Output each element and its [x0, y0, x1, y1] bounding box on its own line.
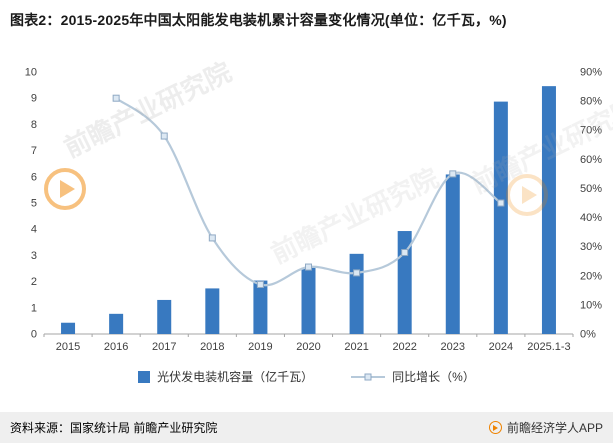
x-axis-label: 2023 — [441, 341, 465, 353]
y-axis-left-tick: 6 — [31, 171, 37, 183]
x-axis-label: 2025.1-3 — [527, 341, 570, 353]
bar-2021 — [349, 253, 364, 334]
chart-area: 前瞻产业研究院 前瞻产业研究院 前瞻产业研究院 0 1 2 3 4 5 6 7 8 9 10 0% 10… — [8, 56, 613, 356]
bar-2020 — [301, 267, 316, 334]
legend: 光伏发电装机容量（亿千瓦） 同比增长（%） — [0, 368, 613, 385]
legend-item-growth: 同比增长（%） — [351, 368, 475, 385]
y-axis-left-tick: 3 — [31, 250, 37, 262]
legend-line-label: 同比增长（%） — [392, 370, 475, 384]
legend-line-marker — [364, 373, 372, 380]
growth-line — [115, 97, 502, 287]
growth-marker — [449, 170, 457, 178]
chart-canvas: 0 1 2 3 4 5 6 7 8 9 10 0% 10% 20% 30% 40% 50% 60% 70% 80% 90… — [25, 67, 602, 354]
x-axis-label: 2019 — [248, 341, 272, 353]
growth-marker — [208, 234, 216, 242]
y-axis-left-tick: 1 — [31, 302, 37, 314]
source-text: 资料来源：国家统计局 前瞻产业研究院 — [10, 421, 218, 435]
growth-marker — [112, 94, 120, 102]
y-axis-right-tick: 20% — [580, 270, 602, 282]
bar-2015 — [61, 322, 76, 334]
legend-bar-label: 光伏发电装机容量（亿千瓦） — [157, 370, 314, 384]
x-axis-label: 2016 — [104, 341, 128, 353]
y-axis-left-tick: 2 — [31, 276, 37, 288]
qianzhan-logo-icon — [488, 421, 502, 434]
bar-2023 — [445, 174, 460, 334]
bar-2019 — [253, 280, 268, 334]
growth-marker — [256, 281, 264, 289]
y-axis-right-tick: 0% — [580, 329, 596, 341]
y-axis-right-tick: 60% — [580, 154, 602, 166]
bar-2025.1-3 — [541, 86, 556, 334]
y-axis-right-tick: 30% — [580, 241, 602, 253]
y-axis-right-tick: 40% — [580, 212, 602, 224]
bar-2016 — [109, 313, 124, 334]
x-axis-label: 2024 — [489, 341, 513, 353]
x-axis-label: 2021 — [344, 341, 368, 353]
growth-marker — [160, 132, 168, 140]
legend-bar-swatch — [138, 370, 151, 383]
x-axis-label: 2020 — [296, 341, 320, 353]
footer-bar: 资料来源：国家统计局 前瞻产业研究院 前瞻经济学人APP — [0, 412, 613, 443]
bar-2024 — [493, 101, 508, 334]
x-axis-label: 2017 — [152, 341, 176, 353]
growth-marker — [353, 269, 361, 277]
y-axis-left-tick: 9 — [31, 93, 37, 105]
x-axis-label: 2015 — [56, 341, 80, 353]
y-axis-right-tick: 80% — [580, 96, 602, 108]
growth-marker — [497, 199, 505, 207]
bar-2017 — [157, 299, 172, 334]
y-axis-right-tick: 10% — [580, 299, 602, 311]
x-axis-label: 2022 — [392, 341, 416, 353]
y-axis-left-tick: 4 — [31, 224, 37, 236]
y-axis-right-tick: 70% — [580, 125, 602, 137]
y-axis-right-tick: 50% — [580, 183, 602, 195]
brand: 前瞻经济学人APP — [488, 419, 603, 436]
brand-text: 前瞻经济学人APP — [506, 421, 603, 435]
y-axis-left-tick: 7 — [31, 145, 37, 157]
y-axis-left-tick: 0 — [31, 329, 37, 341]
growth-marker — [401, 248, 409, 256]
chart-title: 图表2：2015-2025年中国太阳能发电装机累计容量变化情况(单位：亿千瓦，%… — [10, 12, 507, 28]
legend-line-swatch — [351, 373, 386, 380]
y-axis-right-tick: 90% — [580, 67, 602, 79]
y-axis-left-tick: 5 — [31, 198, 37, 210]
growth-marker — [305, 263, 312, 271]
x-axis-label: 2018 — [200, 341, 224, 353]
legend-item-capacity: 光伏发电装机容量（亿千瓦） — [138, 368, 313, 385]
y-axis-left-tick: 10 — [25, 67, 37, 79]
bar-2018 — [205, 288, 220, 334]
y-axis-left-tick: 8 — [31, 119, 37, 131]
